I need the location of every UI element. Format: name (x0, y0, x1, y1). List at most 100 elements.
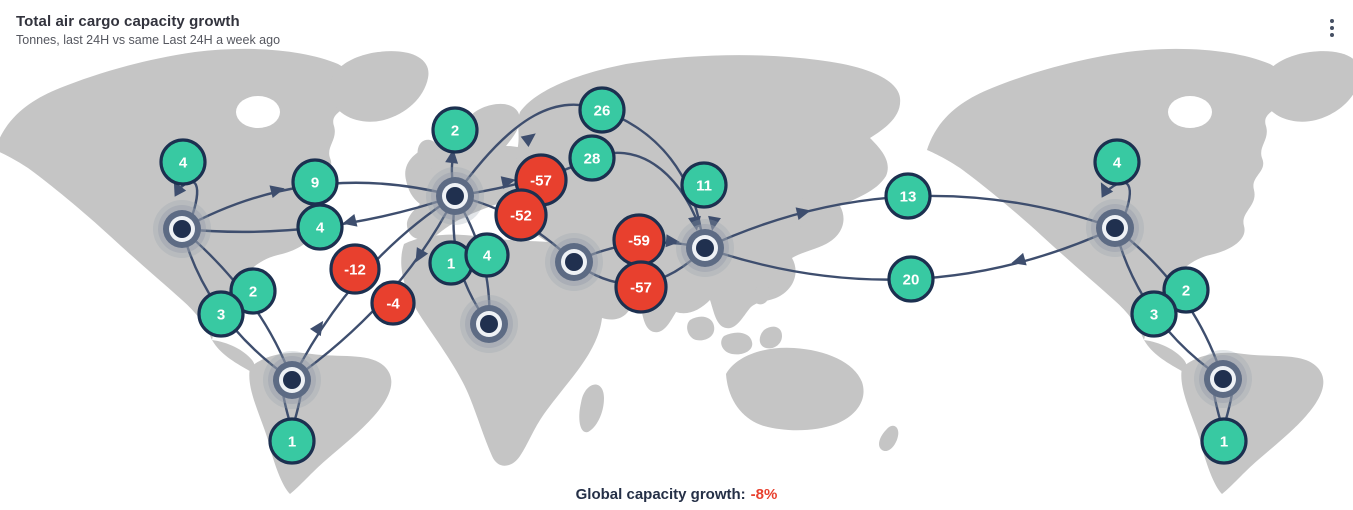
growth-badge-21-2[interactable]: 2 (1162, 266, 1210, 314)
badge-circle (159, 138, 207, 186)
badge-value: 4 (483, 247, 492, 264)
growth-badge-12--4[interactable]: -4 (370, 280, 416, 326)
growth-badge-0-4[interactable]: 4 (159, 138, 207, 186)
badge-circle (296, 203, 344, 251)
continent-australia (726, 347, 864, 431)
badge-circle (431, 106, 479, 154)
growth-badge-5-1[interactable]: 1 (268, 417, 316, 465)
badge-circle (614, 260, 668, 314)
widget-header: Total air cargo capacity growth Tonnes, … (16, 13, 280, 47)
badge-circle (887, 255, 935, 303)
hub-middle-east[interactable] (545, 233, 603, 291)
growth-badge-14-4[interactable]: 4 (464, 232, 510, 278)
growth-badge-23-1[interactable]: 1 (1200, 417, 1248, 465)
flow-arrowhead-icon (342, 213, 358, 227)
hub-core (1106, 219, 1124, 237)
growth-badge-22-3[interactable]: 3 (1130, 290, 1178, 338)
hub-core (1214, 370, 1232, 388)
badge-value: 2 (451, 122, 459, 139)
flow-arrowhead-icon (708, 215, 721, 231)
growth-badge-17-11[interactable]: 11 (680, 161, 728, 209)
central-america-east (1144, 340, 1187, 372)
philippines (753, 284, 770, 305)
badge-circle (1200, 417, 1248, 465)
flow-arrowhead-icon (795, 207, 811, 221)
hub-north-america-east[interactable] (1086, 199, 1144, 257)
growth-badge-6-2[interactable]: 2 (431, 106, 479, 154)
badge-value: -57 (530, 172, 552, 189)
growth-badges-layer: 4 9 4 2 3 1 2 26 28 -57 -52 -12 -4 1 4 -59 -57 11 13 20 4 2 3 1 (159, 86, 1248, 465)
flow-arrowhead-icon (665, 234, 680, 248)
badge-circle (464, 232, 510, 278)
badge-circle (680, 161, 728, 209)
badge-value: 20 (903, 271, 920, 288)
hub-europe[interactable] (426, 167, 484, 225)
badge-value: 3 (1150, 306, 1158, 323)
growth-badge-19-20[interactable]: 20 (887, 255, 935, 303)
hub-core (480, 315, 498, 333)
badge-circle (329, 243, 381, 295)
growth-badge-16--57[interactable]: -57 (614, 260, 668, 314)
flow-arrowhead-icon (1100, 182, 1114, 198)
badge-value: -59 (628, 232, 650, 249)
badge-value: 4 (1113, 154, 1122, 171)
flow-arrowhead-icon (415, 247, 429, 263)
badge-value: 1 (288, 433, 296, 450)
badge-value: 4 (316, 219, 325, 236)
growth-badge-8-28[interactable]: 28 (568, 134, 616, 182)
flow-arrowhead-icon (1011, 252, 1027, 266)
flow-arrowhead-icon (500, 176, 516, 189)
growth-badge-1-9[interactable]: 9 (291, 158, 339, 206)
greenland-east (1261, 51, 1353, 122)
madagascar (579, 384, 604, 433)
badge-value: 2 (1182, 282, 1190, 299)
hub-africa[interactable] (460, 295, 518, 353)
badge-value: 9 (311, 174, 319, 191)
hub-east-asia[interactable] (676, 219, 734, 277)
hudson-bay (236, 96, 280, 128)
growth-badge-2-4[interactable]: 4 (296, 203, 344, 251)
indonesia-2 (721, 332, 753, 355)
growth-badge-3-2[interactable]: 2 (229, 267, 277, 315)
badge-circle (268, 417, 316, 465)
growth-badge-10--52[interactable]: -52 (494, 188, 548, 242)
greenland (329, 51, 429, 122)
badge-circle (370, 280, 416, 326)
growth-badge-7-26[interactable]: 26 (578, 86, 626, 134)
growth-badge-20-4[interactable]: 4 (1093, 138, 1141, 186)
badge-circle (1130, 290, 1178, 338)
growth-badge-4-3[interactable]: 3 (197, 290, 245, 338)
global-growth-value: -8% (750, 486, 778, 503)
badge-value: -52 (510, 207, 532, 224)
hudson-bay-east (1168, 96, 1212, 128)
growth-badge-11--12[interactable]: -12 (329, 243, 381, 295)
global-growth-summary: Global capacity growth: -8% (576, 486, 778, 503)
growth-badge-13-1[interactable]: 1 (428, 240, 474, 286)
page-subtitle: Tonnes, last 24H vs same Last 24H a week… (16, 33, 281, 47)
kebab-menu-icon[interactable] (1323, 16, 1341, 40)
hub-north-america[interactable] (153, 200, 211, 258)
badge-value: 2 (249, 283, 257, 300)
badge-circle (578, 86, 626, 134)
flow-arc-na-loop (176, 180, 199, 224)
hub-south-america-east[interactable] (1194, 350, 1252, 408)
growth-badge-18-13[interactable]: 13 (884, 172, 932, 220)
global-growth-label: Global capacity growth: (575, 486, 746, 503)
badge-circle (1093, 138, 1141, 186)
continent-americas-wrapped (927, 48, 1353, 494)
growth-badge-15--59[interactable]: -59 (612, 213, 666, 267)
flow-arrowhead-icon (269, 185, 285, 199)
flow-arrowhead-icon (173, 181, 187, 197)
badge-value: 11 (696, 177, 712, 194)
badge-value: -12 (344, 261, 366, 278)
hub-core (446, 187, 464, 205)
hub-south-america[interactable] (263, 351, 321, 409)
central-america (212, 340, 255, 372)
badge-value: 4 (179, 154, 188, 171)
badge-circle (884, 172, 932, 220)
flow-arrowhead-icon (445, 149, 459, 164)
new-zealand (879, 425, 899, 452)
